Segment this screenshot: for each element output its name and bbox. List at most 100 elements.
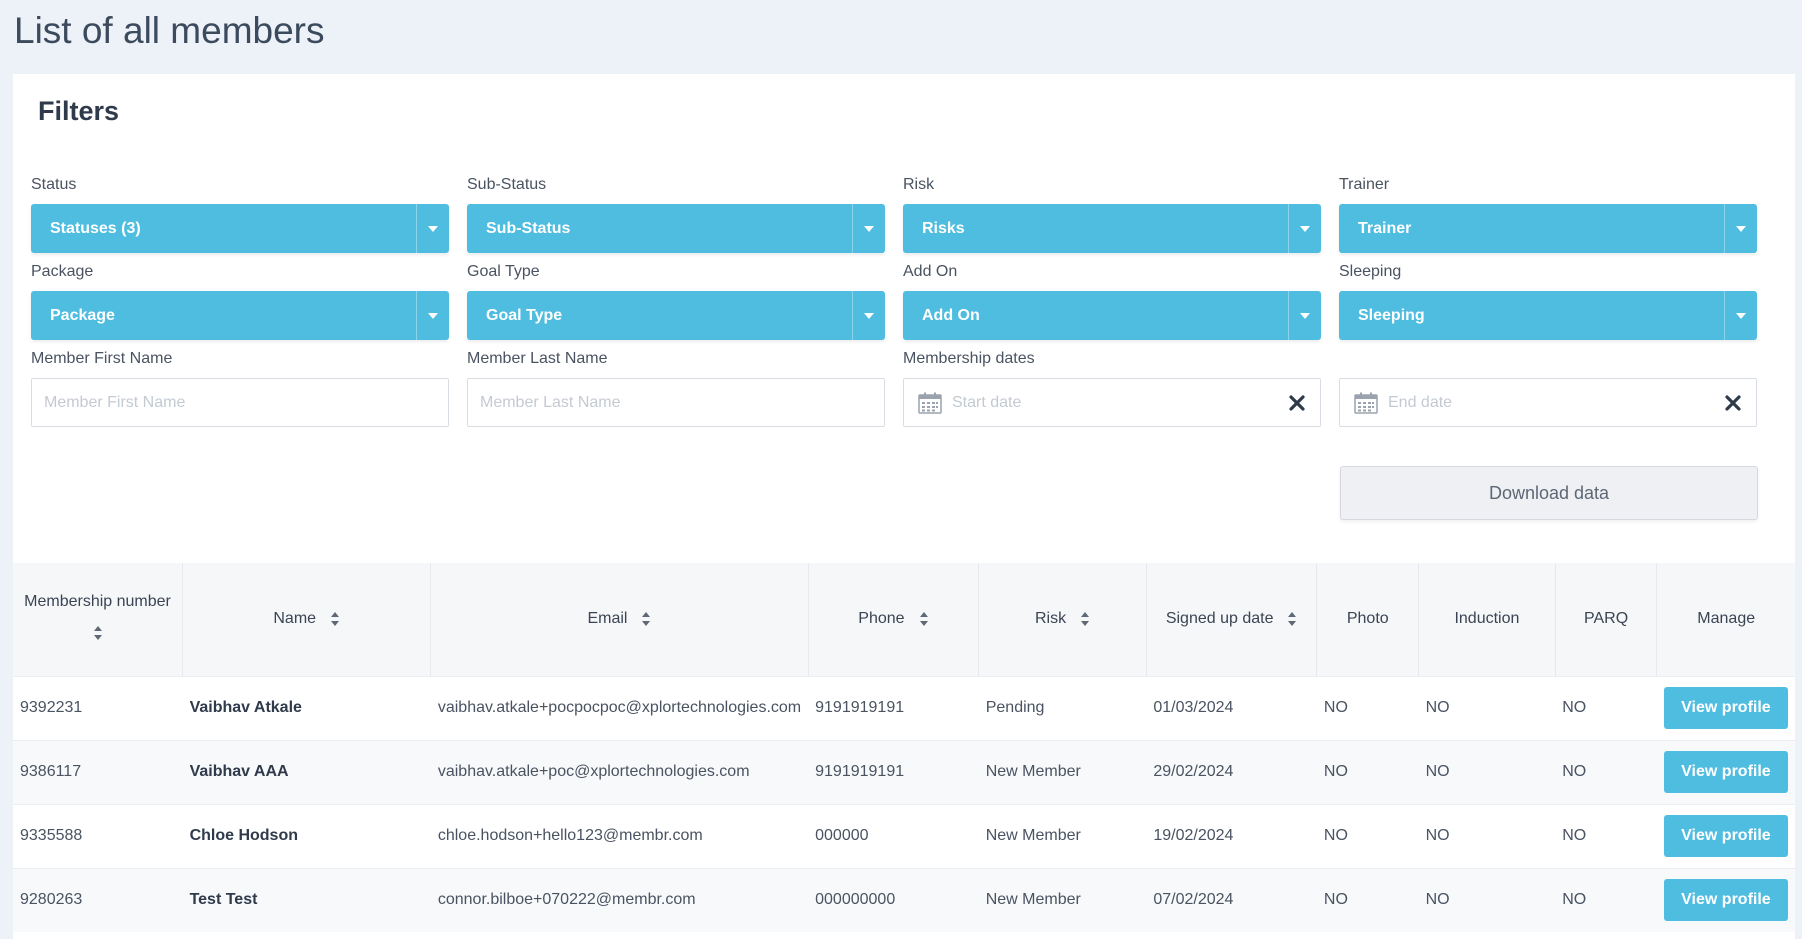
status-label: Status: [31, 176, 77, 193]
photo-status: NO: [1316, 803, 1419, 868]
risk-dropdown[interactable]: Risks: [903, 204, 1321, 253]
status-value: Statuses (3): [50, 219, 141, 237]
column-label: Manage: [1697, 610, 1756, 628]
signed-up-date: 19/02/2024: [1146, 803, 1317, 868]
column-label: Risk: [1034, 610, 1067, 628]
end-date-picker[interactable]: [1339, 378, 1757, 427]
sub-status-value: Sub-Status: [486, 219, 571, 237]
column-name[interactable]: Name: [182, 563, 432, 676]
package-label: Package: [31, 263, 94, 280]
package-dropdown[interactable]: Package: [31, 291, 449, 340]
induction-status: NO: [1418, 867, 1556, 932]
caret-down-icon: [416, 291, 449, 340]
member-email: chloe.hodson+hello123@membr.com: [430, 803, 809, 868]
sort-icon[interactable]: [1287, 611, 1297, 627]
parq-status: NO: [1555, 739, 1657, 804]
column-induction: Induction: [1418, 563, 1556, 676]
member-risk: Pending: [978, 675, 1147, 740]
caret-down-icon: [416, 204, 449, 253]
sub-status-dropdown[interactable]: Sub-Status: [467, 204, 885, 253]
package-value: Package: [50, 306, 115, 324]
member-risk: New Member: [978, 803, 1147, 868]
start-date-picker[interactable]: [903, 378, 1321, 427]
trainer-dropdown[interactable]: Trainer: [1339, 204, 1757, 253]
table-row: 9280263 Test Test connor.bilboe+070222@m…: [13, 867, 1795, 932]
end-date-filter: [1339, 349, 1757, 427]
download-data-button[interactable]: Download data: [1340, 466, 1758, 520]
status-dropdown[interactable]: Statuses (3): [31, 204, 449, 253]
column-label: Email: [587, 610, 628, 628]
first-name-input[interactable]: [31, 378, 449, 427]
member-phone: 9191919191: [808, 739, 979, 804]
start-date-filter: Membership dates: [903, 349, 1321, 427]
risk-value: Risks: [922, 219, 965, 237]
trainer-label: Trainer: [1339, 176, 1390, 193]
last-name-input[interactable]: [467, 378, 885, 427]
column-photo: Photo: [1316, 563, 1420, 676]
status-filter: Status Statuses (3): [31, 175, 449, 253]
column-email[interactable]: Email: [430, 563, 809, 676]
sleeping-dropdown[interactable]: Sleeping: [1339, 291, 1757, 340]
last-name-filter: Member Last Name: [467, 349, 885, 427]
sort-icon[interactable]: [93, 625, 103, 641]
caret-down-icon: [1724, 291, 1757, 340]
goal-type-value: Goal Type: [486, 306, 563, 324]
caret-down-icon: [1288, 204, 1321, 253]
column-manage: Manage: [1657, 563, 1795, 676]
calendar-icon: [1354, 392, 1378, 414]
sort-icon[interactable]: [330, 611, 340, 627]
manage-cell: View profile: [1656, 675, 1795, 740]
add-on-label: Add On: [903, 263, 958, 280]
column-signed-up-date[interactable]: Signed up date: [1146, 563, 1318, 676]
column-label: Induction: [1454, 610, 1520, 628]
member-phone: 000000000: [808, 867, 979, 932]
column-membership-number[interactable]: Membership number: [13, 563, 184, 676]
goal-type-dropdown[interactable]: Goal Type: [467, 291, 885, 340]
filters-title: Filters: [38, 96, 120, 126]
sort-icon[interactable]: [641, 611, 651, 627]
goal-type-filter: Goal Type Goal Type: [467, 262, 885, 340]
first-name-filter: Member First Name: [31, 349, 449, 427]
membership-dates-label: Membership dates: [903, 350, 1035, 367]
member-name: Test Test: [182, 867, 431, 932]
induction-status: NO: [1418, 803, 1556, 868]
view-profile-button[interactable]: View profile: [1663, 815, 1788, 857]
membership-number: 9335588: [13, 803, 183, 868]
add-on-value: Add On: [922, 306, 980, 324]
trainer-filter: Trainer Trainer: [1339, 175, 1757, 253]
goal-type-label: Goal Type: [467, 263, 540, 280]
close-icon[interactable]: [1288, 394, 1306, 412]
photo-status: NO: [1316, 675, 1419, 740]
close-icon[interactable]: [1724, 394, 1742, 412]
column-phone[interactable]: Phone: [808, 563, 980, 676]
start-date-input[interactable]: [952, 393, 1288, 412]
signed-up-date: 07/02/2024: [1146, 867, 1317, 932]
parq-status: NO: [1555, 867, 1657, 932]
calendar-icon: [918, 392, 942, 414]
table-row: 9335588 Chloe Hodson chloe.hodson+hello1…: [13, 803, 1795, 868]
column-label: Signed up date: [1165, 610, 1274, 628]
member-risk: New Member: [978, 739, 1147, 804]
photo-status: NO: [1316, 867, 1419, 932]
member-email: vaibhav.atkale+poc@xplortechnologies.com: [430, 739, 809, 804]
member-name: Chloe Hodson: [182, 803, 431, 868]
sort-icon[interactable]: [919, 611, 929, 627]
membership-number: 9392231: [13, 675, 183, 740]
risk-label: Risk: [903, 176, 935, 193]
view-profile-button[interactable]: View profile: [1663, 879, 1788, 922]
end-date-input[interactable]: [1388, 393, 1724, 412]
column-risk[interactable]: Risk: [978, 563, 1147, 676]
add-on-dropdown[interactable]: Add On: [903, 291, 1321, 340]
member-name: Vaibhav Atkale: [182, 675, 431, 740]
photo-status: NO: [1316, 739, 1419, 804]
signed-up-date: 01/03/2024: [1146, 675, 1317, 740]
view-profile-button[interactable]: View profile: [1663, 751, 1788, 793]
last-name-label: Member Last Name: [467, 350, 608, 367]
member-name: Vaibhav AAA: [182, 739, 431, 804]
induction-status: NO: [1418, 675, 1556, 740]
sort-icon[interactable]: [1080, 611, 1090, 627]
view-profile-button[interactable]: View profile: [1663, 687, 1788, 729]
sleeping-label: Sleeping: [1339, 263, 1402, 280]
signed-up-date: 29/02/2024: [1146, 739, 1317, 804]
column-label: Photo: [1346, 610, 1389, 628]
